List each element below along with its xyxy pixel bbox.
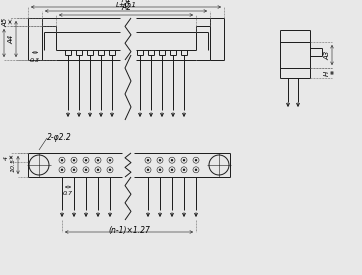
Circle shape [195, 169, 197, 171]
Circle shape [61, 169, 63, 171]
Circle shape [97, 169, 99, 171]
Text: L±0.1: L±0.1 [115, 2, 136, 8]
Circle shape [183, 169, 185, 171]
Circle shape [73, 159, 75, 161]
Circle shape [61, 159, 63, 161]
Text: H: H [324, 70, 330, 76]
Text: A6: A6 [0, 39, 2, 48]
Circle shape [159, 159, 161, 161]
Circle shape [195, 159, 197, 161]
Circle shape [147, 159, 149, 161]
Circle shape [183, 159, 185, 161]
Text: A3: A3 [324, 50, 330, 60]
Circle shape [85, 159, 87, 161]
Circle shape [159, 169, 161, 171]
Circle shape [147, 169, 149, 171]
Circle shape [171, 169, 173, 171]
Text: 0.7: 0.7 [63, 191, 73, 196]
Text: A2: A2 [121, 3, 131, 12]
Text: A4: A4 [8, 34, 14, 44]
Circle shape [109, 169, 111, 171]
Text: 4: 4 [4, 156, 9, 159]
Text: 0.3: 0.3 [30, 57, 40, 62]
Circle shape [85, 169, 87, 171]
Circle shape [73, 169, 75, 171]
Text: A1: A1 [121, 0, 131, 4]
Circle shape [97, 159, 99, 161]
Circle shape [109, 159, 111, 161]
Text: (n-1)×1.27: (n-1)×1.27 [108, 226, 150, 235]
Text: 10.5: 10.5 [11, 158, 16, 172]
Circle shape [171, 159, 173, 161]
Text: 2-φ2.2: 2-φ2.2 [47, 133, 72, 142]
Text: A5: A5 [2, 17, 8, 27]
